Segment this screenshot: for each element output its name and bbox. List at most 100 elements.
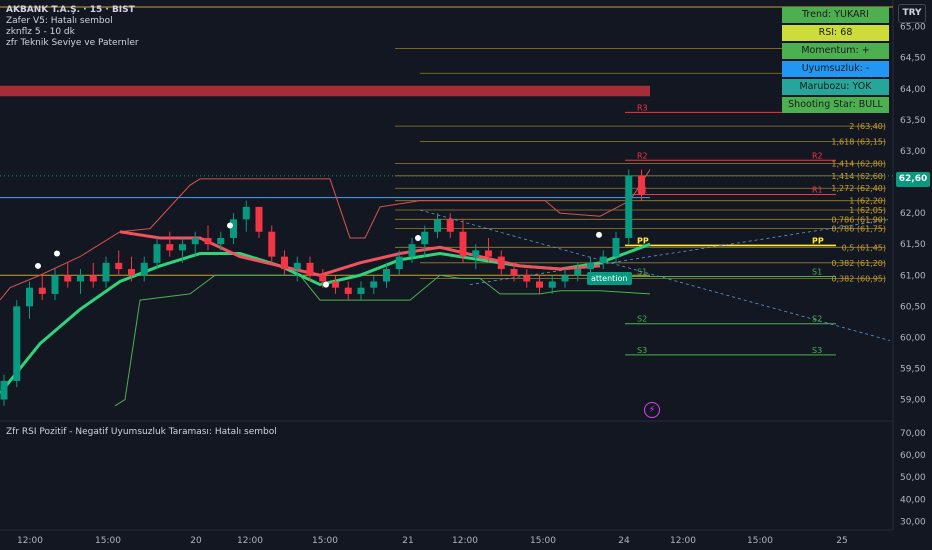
fib-level-label: 1,414 (62,60) [831,172,886,181]
rsi-tick-label: 70,00 [900,429,926,439]
candle-body [128,269,135,276]
rsi-tick-label: 30,00 [900,518,926,528]
signal-dot [596,231,602,238]
time-tick-label: 12:00 [452,536,478,546]
price-tick-label: 63,00 [900,147,926,157]
fib-level-label: 0,786 (61,90) [831,215,886,224]
pivot-label-right: R1 [812,185,823,194]
candle-body [472,250,480,257]
candle-body [332,281,339,288]
fib-level-label: 0,786 (61,75) [831,225,886,234]
rsi-tick-label: 50,00 [900,473,926,483]
lightning-icon[interactable]: ⚡ [644,402,660,418]
candle-body [255,206,263,232]
price-tick-label: 60,50 [900,302,926,312]
candle-body [383,269,390,282]
pivot-label-left: S3 [637,346,647,355]
candle-body [548,281,556,288]
price-tick-label: 64,00 [900,85,926,95]
candle-body [446,219,454,232]
fib-level-label: 0,382 (61,20) [831,259,886,268]
candle-body [204,237,212,245]
candle-body [523,275,531,282]
candle-body [497,256,505,270]
signal-dot [323,281,329,288]
candle-body [281,256,288,270]
fib-level-label: 0,5 (61,45) [842,243,886,252]
price-tick-label: 64,50 [900,54,926,64]
rsi-tick-label: 60,00 [900,451,926,461]
candle-body [357,287,365,294]
candle-body [344,287,352,294]
candle-body [638,175,645,195]
candle-body [179,244,186,251]
fib-level-label: 1 (62,05) [849,206,886,215]
attention-label: attention [587,272,632,285]
time-tick-label: 20 [190,536,202,546]
candle-body [191,237,199,245]
price-tick-label: 61,50 [900,240,926,250]
candle-body [242,206,250,220]
indicator-3[interactable]: zfr Teknik Seviye ve Paternler [6,38,139,48]
candle-body [434,219,441,232]
candle-body [13,306,21,381]
pivot-label-right: R2 [812,151,823,160]
candle-body [587,262,594,270]
signal-dot [227,222,233,229]
candle-body [459,231,467,257]
resistance-zone [0,85,650,97]
candle-body [77,275,84,282]
candle-body [89,275,97,282]
candle-body [306,262,314,276]
indicator-legend: AKBANK T.A.Ş. · 15 · BIST Zafer V5: Hata… [6,5,139,49]
candle-body [102,262,110,282]
candle-body [370,281,378,288]
info-momentum: Momentum: + [782,43,889,59]
fib-level-label: 1,618 (63,15) [831,138,886,147]
candle-body [421,231,429,245]
pivot-label-left: R2 [637,151,648,160]
candle-body [115,262,123,270]
info-rsi: RSI: 68 [782,25,889,41]
info-shooting-star: Shooting Star: BULL [782,97,889,113]
indicator-2[interactable]: zknflz 5 - 10 dk [6,27,75,37]
candle-body [485,250,492,257]
time-tick-label: 15:00 [530,536,556,546]
candle-body [561,275,569,282]
symbol-title[interactable]: AKBANK T.A.Ş. · 15 · BIST [6,5,135,15]
currency-button[interactable]: TRY [898,4,926,23]
time-tick-label: 25 [836,536,847,546]
time-tick-label: 12:00 [17,536,43,546]
candle-body [293,262,301,270]
upper-band [0,169,651,301]
rsi-tick-label: 40,00 [900,495,926,505]
candle-body [536,281,543,288]
pivot-label-right: S1 [812,268,822,277]
info-trend: Trend: YUKARI [782,7,889,23]
time-tick-label: 24 [618,536,630,546]
price-tick-label: 63,50 [900,116,926,126]
pivot-label-left: S2 [637,315,647,324]
time-tick-label: 12:00 [670,536,696,546]
price-tick-label: 59,50 [900,364,926,374]
info-marubozu: Marubozu: YOK [782,79,889,95]
candle-body [599,256,607,263]
candle-body [319,275,327,282]
last-price-tag: 62,60 [896,172,930,187]
rsi-pane-title[interactable]: Zfr RSI Pozitif - Negatif Uyumsuzluk Tar… [6,427,277,437]
signal-dot [415,234,421,241]
indicator-1[interactable]: Zafer V5: Hatalı sembol [6,16,113,26]
pivot-label-left: PP [637,236,649,245]
pivot-label-right: S2 [812,315,822,324]
pivot-label-right: S3 [812,346,822,355]
candle-body [574,269,582,276]
candle-body [38,287,46,294]
time-tick-label: 15:00 [312,536,338,546]
candle-body [26,287,33,307]
candle-body [395,256,403,270]
candle-body [408,244,416,257]
candle-body [268,231,276,257]
pivot-label-right: PP [812,236,824,245]
